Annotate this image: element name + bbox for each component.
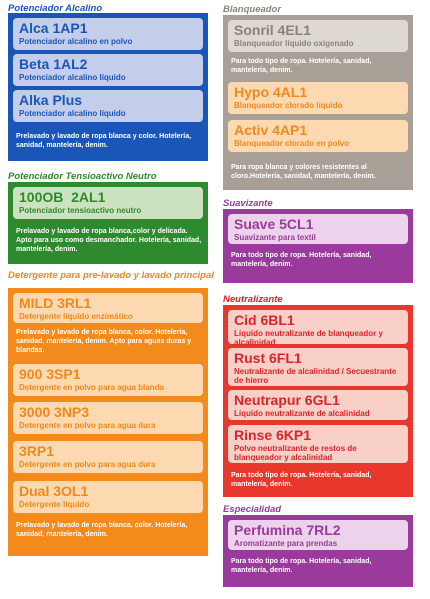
product-card-3000-3np3: 3000 3NP3 Detergente en polvo para agua … xyxy=(13,402,203,434)
panel-potenciador-alcalino: Alca 1AP1 Potenciador alcalino en polvo … xyxy=(8,13,208,161)
product-name: Dual 3OL1 xyxy=(19,483,89,499)
product-card-alka-plus: Alka Plus Potenciador alcalino líquido xyxy=(13,90,203,122)
section-title-neutralizante: Neutralizante xyxy=(223,294,283,305)
product-description: Potenciador alcalino en polvo xyxy=(19,37,133,46)
product-card-3rp1: 3RP1 Detergente en polvo para agua dura xyxy=(13,441,203,473)
product-name: Rinse 6KP1 xyxy=(234,427,312,443)
product-name: Sonril 4EL1 xyxy=(234,22,312,38)
product-card-cid-6bl1: Cid 6BL1 Líquido neutralizante de blanqu… xyxy=(228,310,408,347)
product-card-perfumina-7rl2: Perfumina 7RL2 Aromatizante para prendas xyxy=(228,520,408,550)
product-description: Blanqueador clorado en polvo xyxy=(234,139,350,148)
usage-description: Para todo tipo de ropa. Hotelería, sanid… xyxy=(231,558,372,574)
panel-neutralizante: Cid 6BL1 Líquido neutralizante de blanqu… xyxy=(223,305,413,497)
product-name: MILD 3RL1 xyxy=(19,295,92,311)
product-name: Activ 4AP1 xyxy=(234,122,308,138)
product-name: 3RP1 xyxy=(19,443,55,459)
usage-description: Para todo tipo de ropa. Hotelería, sanid… xyxy=(231,252,372,268)
product-card-rust-6fl1: Rust 6FL1 Neutralizante de alcalinidad /… xyxy=(228,348,408,386)
product-name: Beta 1AL2 xyxy=(19,56,88,72)
product-card-activ-4ap1: Activ 4AP1 Blanqueador clorado en polvo xyxy=(228,120,408,152)
section-title-tensioactivo: Potenciador Tensioactivo Neutro xyxy=(8,171,157,182)
section-title-blanqueador: Blanqueador xyxy=(223,4,282,15)
product-card-100ob-2al1: 100OB 2AL1 Potenciador tensioactivo neut… xyxy=(13,187,203,219)
product-name: Suave 5CL1 xyxy=(234,216,314,232)
section-title-especialidad: Especialidad xyxy=(223,504,282,515)
product-description: Detergente en polvo para agua blanda xyxy=(19,383,164,392)
product-name: Hypo 4AL1 xyxy=(234,84,308,100)
usage-description: Prelavado y lavado de ropa blanca,color … xyxy=(16,228,202,253)
product-card-alca-1ap1: Alca 1AP1 Potenciador alcalino en polvo xyxy=(13,18,203,50)
product-description: Suavizante para textil xyxy=(234,233,316,242)
product-description: Potenciador tensioactivo neutro xyxy=(19,206,142,215)
product-card-sonril-4el1: Sonril 4EL1 Blanqueador líquido oxigenad… xyxy=(228,20,408,52)
panel-especialidad: Perfumina 7RL2 Aromatizante para prendas… xyxy=(223,515,413,587)
product-name: 900 3SP1 xyxy=(19,366,81,382)
product-description: Líquido neutralizante de blanqueador y a… xyxy=(234,329,383,347)
product-card-dual-3ol1: Dual 3OL1 Detergente líquido xyxy=(13,481,203,513)
product-description: Detergente en polvo para agua dura xyxy=(19,460,156,469)
panel-suavizante: Suave 5CL1 Suavizante para textil Para t… xyxy=(223,209,413,283)
product-description: Neutralizante de alcalinidad / Secuestra… xyxy=(234,367,397,385)
panel-blanqueador: Sonril 4EL1 Blanqueador líquido oxigenad… xyxy=(223,15,413,190)
section-title-potenciador-alcalino: Potenciador Alcalino xyxy=(8,3,103,14)
product-name: Alka Plus xyxy=(19,92,83,108)
product-card-rinse-6kp1: Rinse 6KP1 Polvo neutralizante de restos… xyxy=(228,425,408,463)
product-description: Detergente en polvo para agua dura xyxy=(19,421,156,430)
usage-description: Prelavado y lavado de ropa blanca, color… xyxy=(16,522,188,538)
section-title-suavizante: Suavizante xyxy=(223,198,273,209)
product-name: 3000 3NP3 xyxy=(19,404,90,420)
product-description: Líquido neutralizante de alcalinidad xyxy=(234,409,370,418)
product-description: Detergente líquido enzimático xyxy=(19,312,133,321)
product-description: Polvo neutralizante de restos de blanque… xyxy=(234,444,357,462)
usage-description: Prelavado y lavado de ropa blanca y colo… xyxy=(16,133,192,149)
product-card-neutrapur-6gl1: Neutrapur 6GL1 Líquido neutralizante de … xyxy=(228,390,408,420)
section-title-detergente: Detergente para pre-lavado y lavado prin… xyxy=(8,270,214,281)
panel-detergente: MILD 3RL1 Detergente líquido enzimático … xyxy=(8,288,208,556)
product-card-hypo-4al1: Hypo 4AL1 Blanqueador clorado líquido xyxy=(228,82,408,114)
product-description: Potenciador alcalino líquido xyxy=(19,109,126,118)
product-name: Cid 6BL1 xyxy=(234,312,295,328)
product-description: Blanqueador líquido oxigenado xyxy=(234,39,354,48)
product-name: 100OB 2AL1 xyxy=(19,189,106,205)
product-card-beta-1al2: Beta 1AL2 Potenciador alcalino líquido xyxy=(13,54,203,86)
product-name: Perfumina 7RL2 xyxy=(234,522,341,538)
product-name: Rust 6FL1 xyxy=(234,350,302,366)
product-description: Detergente líquido xyxy=(19,500,90,509)
product-card-mild-3rl1: MILD 3RL1 Detergente líquido enzimático xyxy=(13,293,203,323)
usage-description: Para todo tipo de ropa. Hotelería, sanid… xyxy=(231,472,372,488)
usage-description: Prelavado y lavado de ropa blanca, color… xyxy=(16,329,192,354)
product-description: Aromatizante para prendas xyxy=(234,539,338,548)
product-name: Alca 1AP1 xyxy=(19,20,88,36)
panel-tensioactivo: 100OB 2AL1 Potenciador tensioactivo neut… xyxy=(8,182,208,264)
product-description: Potenciador alcalino líquido xyxy=(19,73,126,82)
product-name: Neutrapur 6GL1 xyxy=(234,392,340,408)
usage-description: Para todo tipo de ropa. Hotelería, sanid… xyxy=(231,58,372,74)
usage-description: Para ropa blanca y colores resistentes a… xyxy=(231,164,376,180)
product-card-900-3sp1: 900 3SP1 Detergente en polvo para agua b… xyxy=(13,364,203,396)
product-description: Blanqueador clorado líquido xyxy=(234,101,343,110)
product-card-suave-5cl1: Suave 5CL1 Suavizante para textil xyxy=(228,214,408,244)
